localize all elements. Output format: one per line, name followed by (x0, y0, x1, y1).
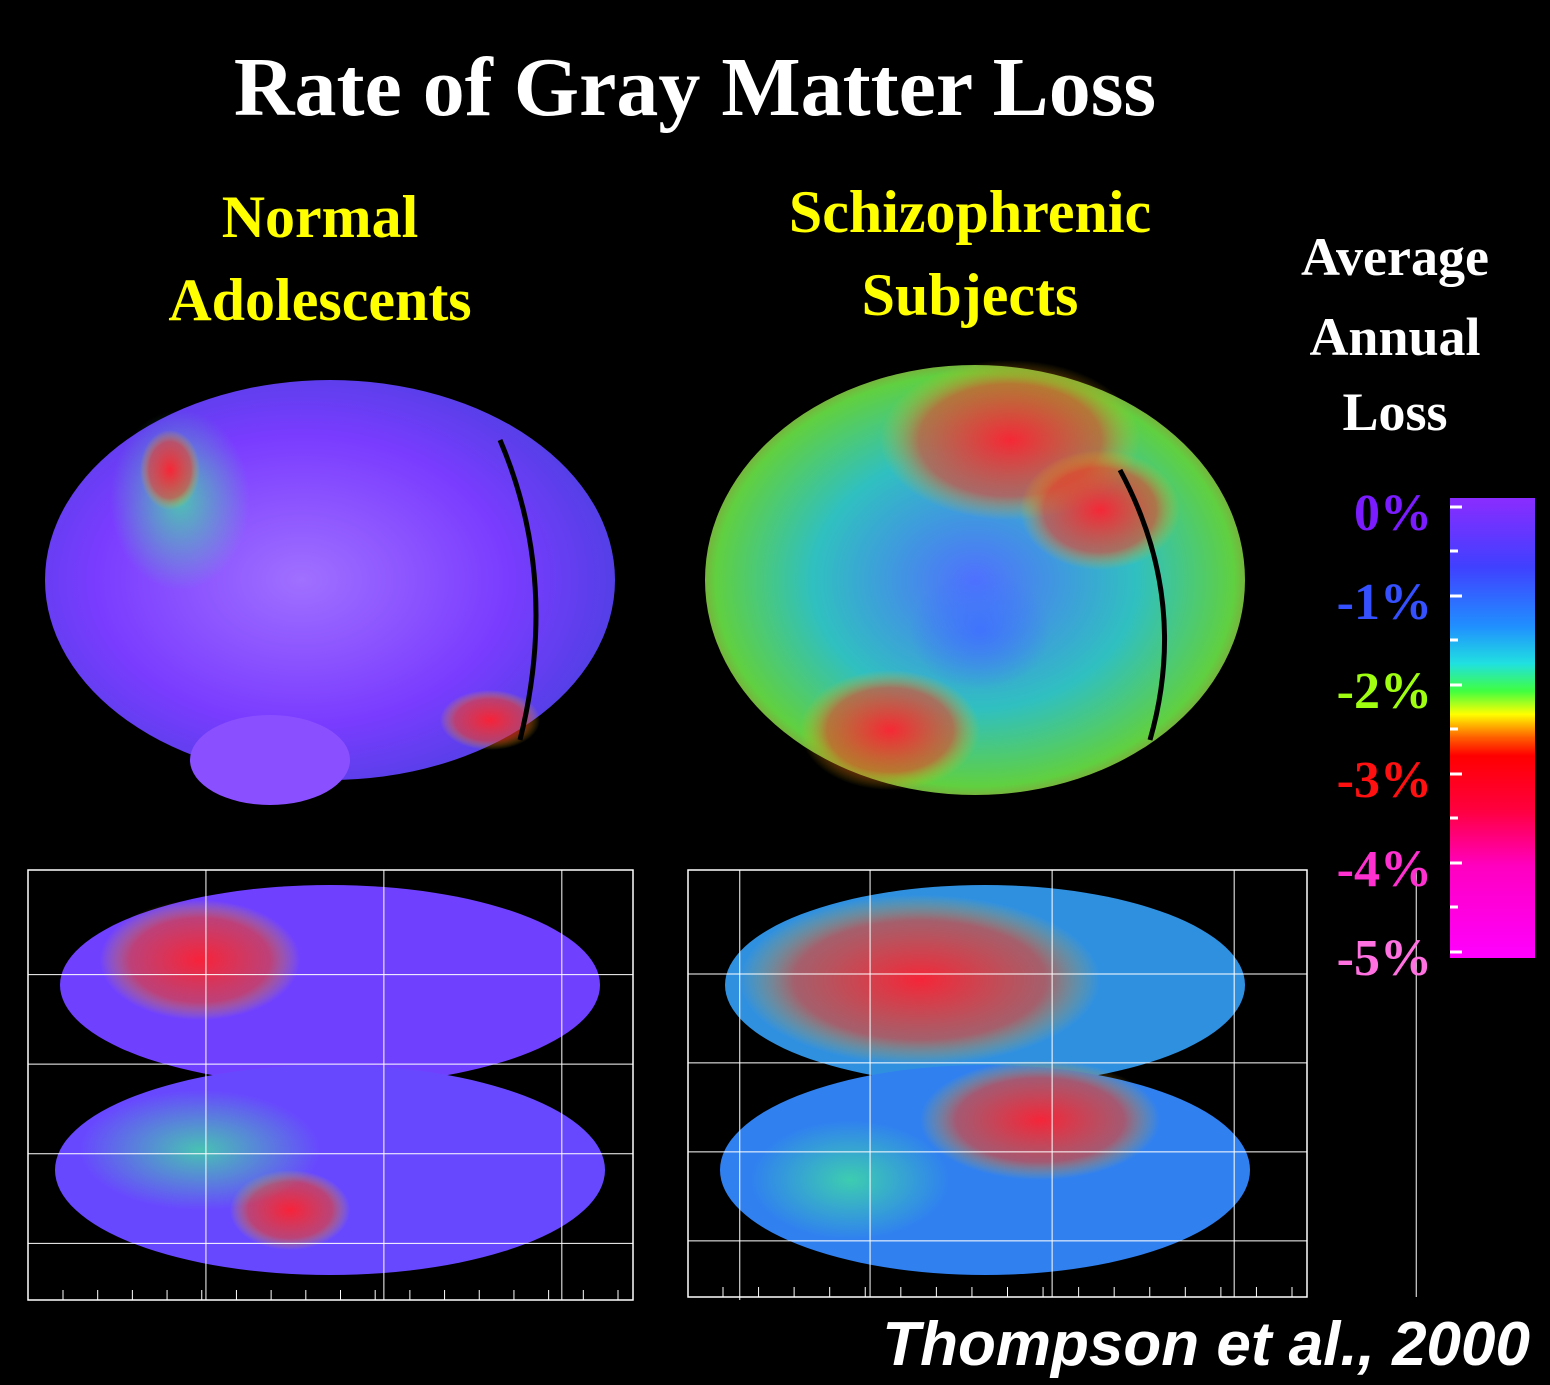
colorbar-labels: 0% -1% -2% -3% -4% -5% (1337, 485, 1462, 987)
colorbar-label: 0% (1354, 485, 1432, 542)
panel-label: Subjects (862, 262, 1079, 328)
colorbar-label: -3% (1337, 752, 1432, 809)
panel-label: Schizophrenic (789, 179, 1151, 245)
brain-normal-lateral (45, 380, 615, 805)
citation: Thompson et al., 2000 (882, 1310, 1530, 1379)
brain-schizophrenic-lateral (705, 360, 1245, 795)
title: Rate of Gray Matter Loss (234, 41, 1156, 134)
colorbar-title: Loss (1342, 382, 1447, 442)
colorbar-title: Average (1301, 227, 1489, 287)
panel-label: Normal (222, 184, 419, 250)
colorbar (1450, 498, 1535, 958)
colorbar-label: -2% (1337, 663, 1432, 720)
axial-views (27, 869, 1417, 1301)
colorbar-title: Annual (1309, 307, 1480, 367)
colorbar-label: -5% (1337, 930, 1432, 987)
colorbar-label: -1% (1337, 574, 1432, 631)
colorbar-label: -4% (1337, 841, 1432, 898)
panel-label: Adolescents (168, 267, 471, 333)
